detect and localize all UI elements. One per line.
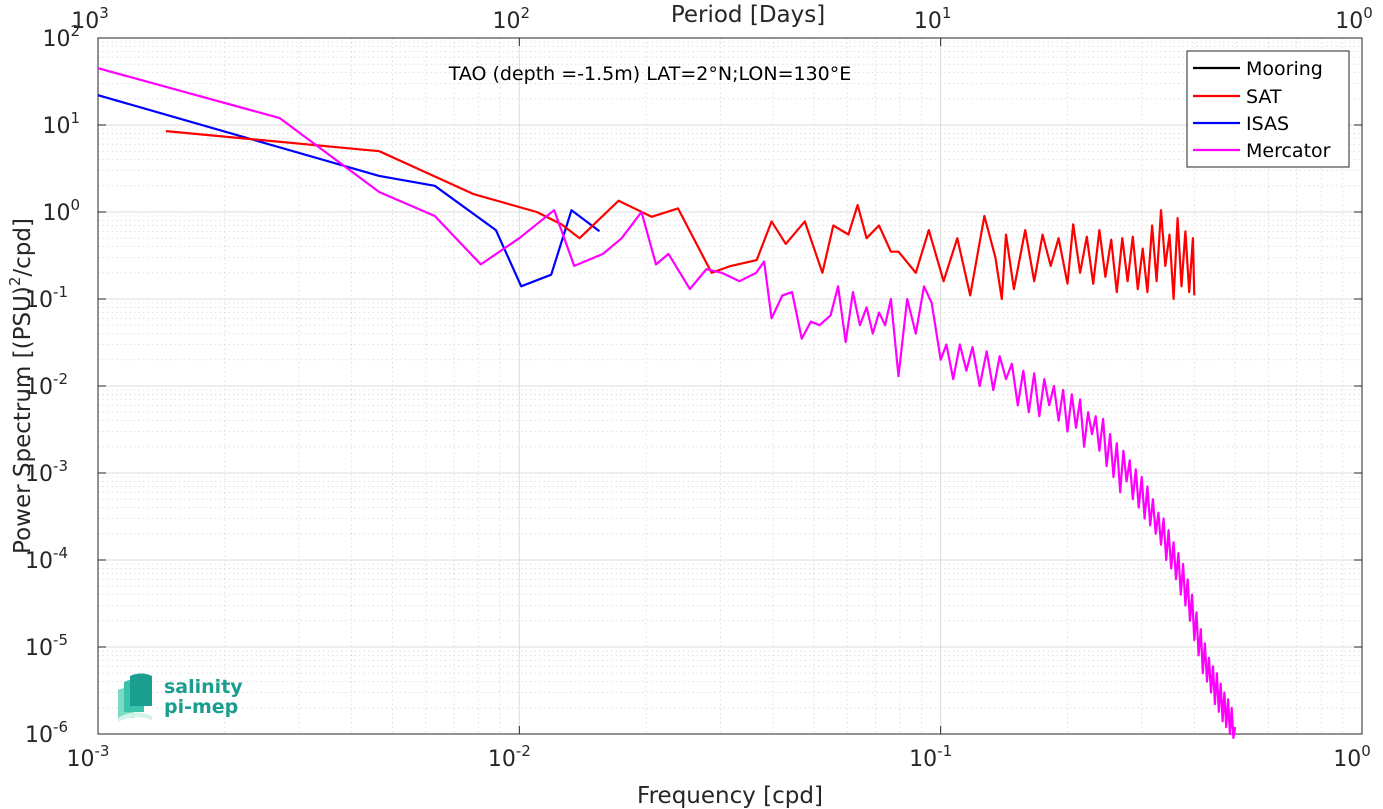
- y-tick-label-base: 10: [42, 201, 70, 226]
- y-tick-label: 10-2: [25, 370, 68, 400]
- x-tick-label-exp: -3: [95, 742, 110, 760]
- x-tick-label: 10-1: [909, 742, 952, 772]
- y-tick-label-exp: -4: [53, 544, 68, 562]
- y-tick-label: 10-6: [25, 718, 68, 748]
- y-tick-label: 10-3: [25, 457, 68, 487]
- y-tick-label-base: 10: [25, 549, 53, 574]
- y-tick-label-base: 10: [25, 375, 53, 400]
- logo-text-line2: pi-mep: [164, 696, 238, 718]
- legend-box: [1186, 50, 1350, 168]
- y-tick-label-exp: -5: [53, 631, 68, 649]
- legend-label-sat: SAT: [1246, 86, 1282, 108]
- y-tick-label: 10-4: [25, 544, 68, 574]
- y-tick-label-base: 10: [42, 27, 70, 52]
- y-tick-label-base: 10: [25, 723, 53, 748]
- y-tick-label-exp: -3: [53, 457, 68, 475]
- x-tick-label-exp: -2: [516, 742, 531, 760]
- top-tick-label: 100: [1335, 4, 1373, 34]
- x-tick-label-exp: 0: [1361, 742, 1371, 760]
- top-tick-label-base: 10: [1335, 9, 1363, 34]
- y-tick-label-exp: -2: [53, 370, 68, 388]
- legend-label-mercator: Mercator: [1246, 140, 1331, 162]
- y-tick-label-exp: 0: [70, 196, 80, 214]
- top-tick-label: 103: [71, 4, 109, 34]
- y-tick-label-exp: -6: [53, 718, 68, 736]
- y-tick-label: 101: [42, 109, 80, 139]
- top-tick-label-base: 10: [71, 9, 99, 34]
- series-layer: [97, 67, 1237, 740]
- legend-item-mooring: Mooring: [1193, 58, 1323, 80]
- y-tick-label: 102: [42, 22, 80, 52]
- x-tick-label: 10-3: [67, 742, 110, 772]
- top-axis-label: Period [Days]: [671, 2, 825, 28]
- top-tick-label: 101: [914, 4, 952, 34]
- y-axis-label: Power Spectrum [(PSU)2/cpd]: [6, 218, 36, 554]
- x-tick-label: 100: [1333, 742, 1371, 772]
- y-tick-label-base: 10: [25, 462, 53, 487]
- x-tick-label-base: 10: [1333, 747, 1361, 772]
- logo-text-line1: salinity: [164, 676, 243, 698]
- chart-title: TAO (depth =-1.5m) LAT=2°N;LON=130°E: [448, 63, 852, 85]
- legend-item-sat: SAT: [1193, 86, 1282, 108]
- top-tick-label-base: 10: [914, 9, 942, 34]
- y-axis-label-sup: 2: [6, 277, 24, 287]
- y-tick-label-base: 10: [25, 636, 53, 661]
- legend-item-mercator: Mercator: [1193, 140, 1331, 162]
- legend-item-isas: ISAS: [1193, 113, 1289, 135]
- x-tick-label: 10-2: [488, 742, 531, 772]
- top-tick-label: 102: [493, 4, 531, 34]
- y-tick-label-base: 10: [42, 114, 70, 139]
- y-tick-label: 100: [42, 196, 80, 226]
- y-axis-label-main: Power Spectrum [(PSU): [10, 286, 36, 554]
- legend: Mooring SAT ISAS Mercator: [1186, 50, 1350, 168]
- x-tick-label-exp: -1: [937, 742, 952, 760]
- y-tick-label-exp: 1: [70, 109, 80, 127]
- y-tick-label: 10-1: [25, 283, 68, 313]
- legend-label-mooring: Mooring: [1246, 58, 1323, 80]
- top-tick-label-exp: 1: [942, 4, 952, 22]
- top-tick-label-exp: 3: [99, 4, 109, 22]
- x-tick-label-base: 10: [67, 747, 95, 772]
- series-line-sat: [165, 130, 1196, 301]
- legend-label-isas: ISAS: [1246, 113, 1289, 135]
- series-line-mercator: [97, 67, 1237, 740]
- y-axis-label-tail: /cpd]: [10, 218, 36, 277]
- logo-mark-icon: [118, 673, 152, 722]
- x-axis-label: Frequency [cpd]: [637, 783, 823, 809]
- top-tick-label-base: 10: [493, 9, 521, 34]
- salinity-pimep-logo: salinity pi-mep: [118, 673, 243, 722]
- grid: [97, 37, 1363, 735]
- top-tick-label-exp: 0: [1363, 4, 1373, 22]
- x-tick-label-base: 10: [488, 747, 516, 772]
- x-tick-label-base: 10: [909, 747, 937, 772]
- top-tick-label-exp: 2: [521, 4, 531, 22]
- y-tick-label: 10-5: [25, 631, 68, 661]
- y-tick-label-exp: -1: [53, 283, 68, 301]
- y-tick-label-base: 10: [25, 288, 53, 313]
- y-tick-label-exp: 2: [70, 22, 80, 40]
- series-line-isas: [97, 94, 601, 288]
